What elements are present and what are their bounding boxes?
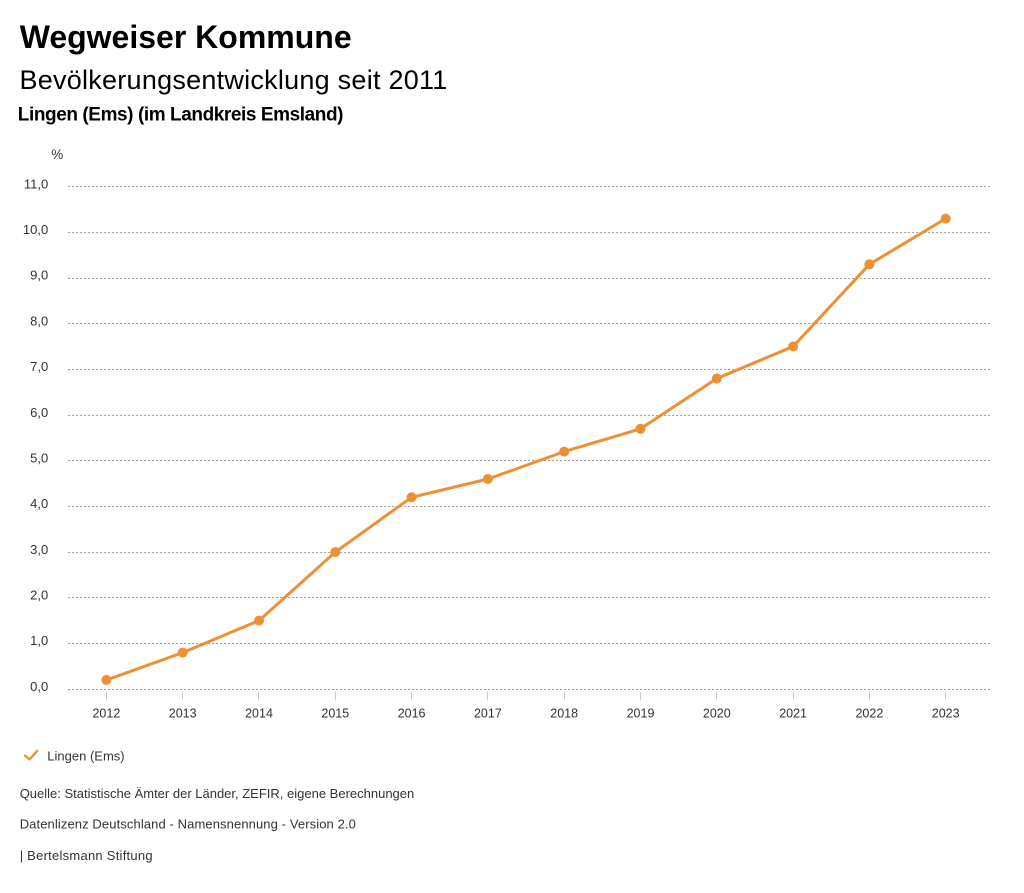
svg-text:5,0: 5,0 [30,450,48,465]
svg-text:8,0: 8,0 [30,313,48,328]
svg-text:3,0: 3,0 [30,542,48,557]
svg-text:2023: 2023 [932,707,960,721]
svg-text:%: % [51,147,63,162]
svg-text:7,0: 7,0 [30,359,48,374]
svg-text:2013: 2013 [169,707,197,721]
svg-text:2,0: 2,0 [30,588,48,603]
svg-text:2018: 2018 [550,707,578,721]
svg-text:Quelle: Statistische Ämter der: Quelle: Statistische Ämter der Länder, Z… [20,786,415,801]
svg-text:1,0: 1,0 [30,633,48,648]
svg-text:2016: 2016 [398,707,426,721]
svg-text:2014: 2014 [245,707,273,721]
svg-text:2012: 2012 [92,707,120,721]
svg-text:Lingen (Ems): Lingen (Ems) [47,748,124,763]
svg-text:11,0: 11,0 [24,176,48,191]
svg-text:2022: 2022 [855,707,883,721]
svg-text:2015: 2015 [321,707,349,721]
svg-text:2019: 2019 [627,707,655,721]
svg-text:4,0: 4,0 [30,496,48,511]
svg-text:6,0: 6,0 [30,405,48,420]
svg-text:2017: 2017 [474,707,502,721]
svg-text:0,0: 0,0 [30,679,48,694]
svg-text:10,0: 10,0 [23,222,48,237]
svg-text:Lingen (Ems) (im Landkreis Ems: Lingen (Ems) (im Landkreis Emsland) [18,104,343,125]
svg-text:2020: 2020 [703,707,731,721]
svg-text:Bevölkerungsentwicklung seit 2: Bevölkerungsentwicklung seit 2011 [20,65,448,95]
svg-text:2021: 2021 [779,707,807,721]
svg-text:Datenlizenz Deutschland - Name: Datenlizenz Deutschland - Namensnennung … [20,817,356,832]
svg-text:Wegweiser Kommune: Wegweiser Kommune [20,19,352,55]
svg-text:| Bertelsmann Stiftung: | Bertelsmann Stiftung [20,848,153,863]
svg-text:9,0: 9,0 [30,268,48,283]
